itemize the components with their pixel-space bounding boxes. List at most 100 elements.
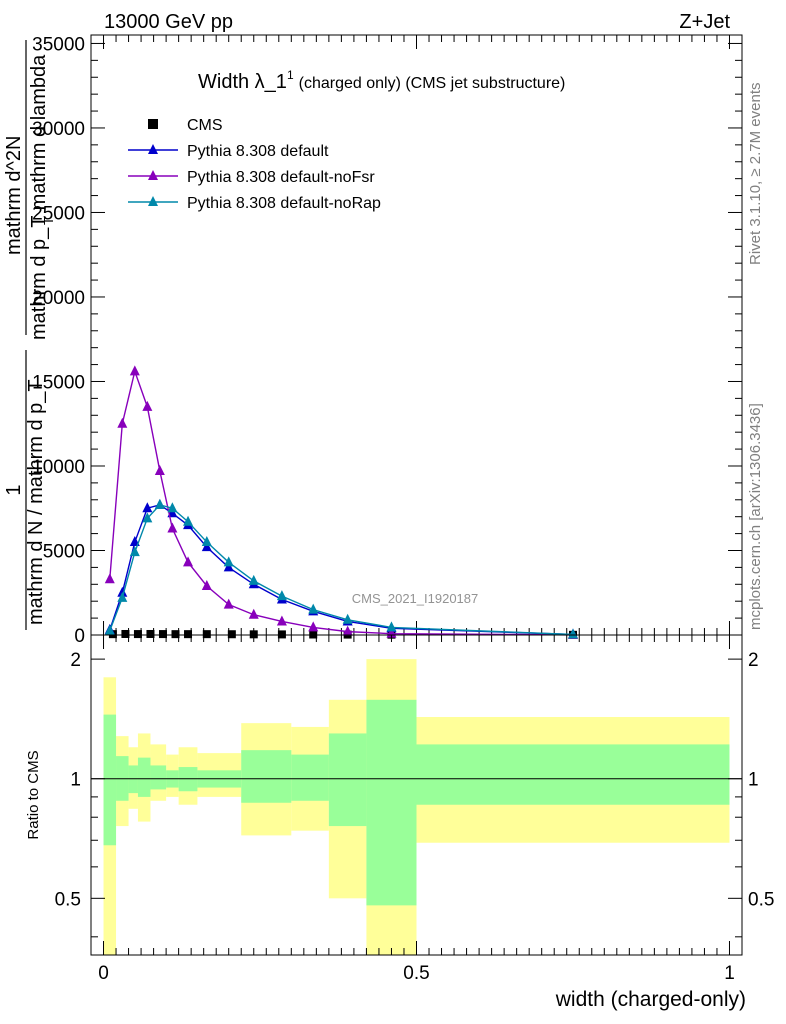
- ratio-y-tick-label: 1: [70, 770, 81, 791]
- data-point-norap: [142, 512, 153, 523]
- data-point-norap: [167, 502, 178, 513]
- uncertainty-band-inner: [103, 714, 117, 846]
- main-y-tick-label: 10000: [32, 457, 85, 478]
- x-axis-label: width (charged-only): [555, 988, 746, 1011]
- data-point-cms: [202, 630, 211, 639]
- data-point-cms: [171, 630, 180, 639]
- main-title: Width λ_11 (charged only) (CMS jet substr…: [198, 68, 565, 93]
- data-point-norap: [386, 621, 397, 632]
- legend-label-nofsr: Pythia 8.308 default-noFsr: [187, 169, 375, 186]
- data-point-nofsr: [183, 556, 194, 567]
- data-point-nofsr: [201, 579, 212, 590]
- data-point-nofsr: [248, 608, 259, 619]
- data-point-norap: [201, 536, 212, 547]
- ylabel-line-3: mathrm d p_T mathrm d lambda: [28, 54, 50, 340]
- data-point-nofsr: [167, 522, 178, 533]
- ratio-y-tick-label: 0.5: [55, 889, 81, 910]
- legend-label-default: Pythia 8.308 default: [187, 143, 329, 160]
- series-line-default: [109, 504, 574, 636]
- uncertainty-band-inner: [366, 699, 417, 906]
- series-line-nofsr: [109, 368, 573, 636]
- data-point-nofsr: [117, 417, 128, 428]
- data-point-norap: [223, 556, 234, 567]
- legend-marker-norap: [148, 196, 158, 206]
- data-point-norap: [567, 628, 578, 639]
- data-point-norap: [183, 515, 194, 526]
- data-point-cms: [133, 630, 142, 639]
- data-point-cms: [277, 630, 286, 639]
- title-main: Width λ_1: [198, 71, 287, 93]
- ylabel-line-2: mathrm d^2N: [3, 136, 25, 255]
- svg-text:Width λ_11(charged only) (CMS: Width λ_11 (charged only) (CMS jet substr…: [198, 68, 565, 93]
- legend-label-cms: CMS: [187, 117, 223, 134]
- header-right-label: Z+Jet: [679, 11, 730, 33]
- main-y-tick-label: 25000: [32, 203, 85, 224]
- main-y-tick-label: 30000: [32, 119, 85, 140]
- data-point-cms: [158, 630, 167, 639]
- data-point-nofsr: [154, 465, 165, 476]
- ratio-y-tick-label: 2: [70, 650, 81, 671]
- uncertainty-band-inner: [150, 765, 167, 790]
- data-point-default: [117, 586, 128, 597]
- ylabel-line-1: mathrm d N / mathrm d p_T: [25, 379, 47, 625]
- data-point-cms: [249, 630, 258, 639]
- main-panel: 0 5000 10000 15000 20000 25000 30000 35000 CMS Py…: [32, 34, 743, 647]
- uncertainty-band-inner: [241, 750, 292, 803]
- data-point-cms: [309, 630, 318, 639]
- data-point-norap: [276, 590, 287, 601]
- ratio-x-tick-label: 0: [98, 963, 109, 984]
- data-point-norap: [248, 574, 259, 585]
- ratio-y-tick-label-right: 1: [748, 770, 759, 791]
- data-point-cms: [146, 629, 155, 638]
- ratio-y-axis-label: Ratio to CMS: [25, 750, 42, 839]
- ratio-x-tick-label: 1: [724, 963, 735, 984]
- ratio-y-tick-label-right: 0.5: [748, 889, 774, 910]
- main-y-axis-label: 1 mathrm d N / mathrm d p_T mathrm d^2N …: [3, 40, 56, 630]
- data-point-nofsr: [142, 400, 153, 411]
- uncertainty-band-inner: [128, 765, 138, 794]
- main-y-tick-label: 15000: [32, 372, 85, 393]
- title-superscript: 1: [287, 68, 294, 82]
- data-point-norap: [342, 613, 353, 624]
- data-point-nofsr: [308, 621, 319, 632]
- title-suffix: (charged only) (CMS jet substructure): [299, 75, 566, 92]
- data-point-nofsr: [104, 573, 115, 584]
- ylabel-subscript: T: [41, 217, 56, 225]
- data-point-nofsr: [276, 615, 287, 626]
- legend-marker-cms: [148, 119, 158, 129]
- data-point-nofsr: [223, 598, 234, 609]
- data-point-norap: [129, 546, 140, 557]
- ratio-x-tick-label: 0.5: [403, 963, 429, 984]
- mcplots-label: mcplots.cern.ch [arXiv:1306.3436]: [747, 403, 764, 630]
- main-y-tick-label: 35000: [32, 34, 85, 55]
- rivet-version-label: Rivet 3.1.10, ≥ 2.7M events: [747, 83, 764, 266]
- main-y-tick-label: 5000: [43, 541, 85, 562]
- uncertainty-band-inner: [328, 733, 367, 827]
- data-point-norap: [154, 498, 165, 509]
- uncertainty-band-inner: [137, 757, 151, 797]
- data-point-norap: [104, 624, 115, 635]
- legend-label-norap: Pythia 8.308 default-noRap: [187, 195, 381, 212]
- data-point-default: [201, 541, 212, 552]
- legend-marker-default: [148, 144, 158, 154]
- ylabel-numerator: 1: [3, 484, 25, 495]
- data-point-default: [223, 561, 234, 572]
- data-point-default: [142, 502, 153, 513]
- data-point-cms: [184, 630, 193, 639]
- uncertainty-band-inner: [416, 744, 730, 805]
- legend-marker-nofsr: [148, 170, 158, 180]
- ratio-panel: 0.5 0.5 1 1 2 2 0 0.5 1 Ratio to CMS width (charge…: [25, 634, 774, 1011]
- analysis-watermark: CMS_2021_I1920187: [352, 591, 479, 606]
- data-point-cms: [227, 630, 236, 639]
- uncertainty-band-inner: [291, 754, 329, 801]
- header-left-label: 13000 GeV pp: [104, 11, 233, 33]
- main-y-tick-label: 0: [74, 626, 85, 647]
- data-point-nofsr: [342, 625, 353, 636]
- main-y-tick-label: 20000: [32, 288, 85, 309]
- data-point-cms: [121, 629, 130, 638]
- series-line-norap: [109, 504, 574, 636]
- data-point-norap: [117, 591, 128, 602]
- ratio-y-tick-label-right: 2: [748, 650, 759, 671]
- data-point-norap: [308, 603, 319, 614]
